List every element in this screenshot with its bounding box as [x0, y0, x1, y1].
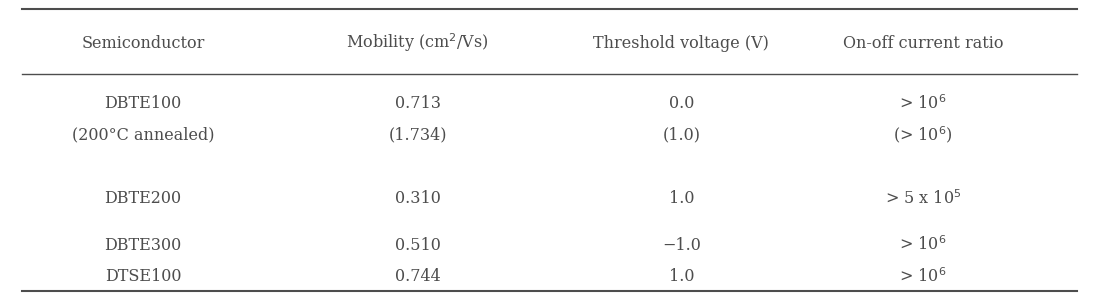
Text: Semiconductor: Semiconductor	[81, 34, 204, 52]
Text: > 5 x 10$^5$: > 5 x 10$^5$	[885, 190, 962, 208]
Text: On-off current ratio: On-off current ratio	[843, 34, 1003, 52]
Text: 0.310: 0.310	[395, 190, 441, 208]
Text: −1.0: −1.0	[662, 236, 701, 254]
Text: 1.0: 1.0	[668, 268, 695, 285]
Text: DBTE200: DBTE200	[104, 190, 181, 208]
Text: 0.744: 0.744	[395, 268, 441, 285]
Text: 0.510: 0.510	[395, 236, 441, 254]
Text: Mobility (cm$^2$/Vs): Mobility (cm$^2$/Vs)	[346, 32, 489, 54]
Text: (> 10$^6$): (> 10$^6$)	[893, 124, 953, 145]
Text: 0.0: 0.0	[668, 95, 695, 112]
Text: 1.0: 1.0	[668, 190, 695, 208]
Text: 0.713: 0.713	[395, 95, 441, 112]
Text: DBTE100: DBTE100	[104, 95, 181, 112]
Text: (1.734): (1.734)	[388, 126, 447, 143]
Text: DBTE300: DBTE300	[104, 236, 181, 254]
Text: Threshold voltage (V): Threshold voltage (V)	[593, 34, 769, 52]
Text: DTSE100: DTSE100	[104, 268, 181, 285]
Text: > 10$^6$: > 10$^6$	[899, 94, 947, 113]
Text: (1.0): (1.0)	[663, 126, 700, 143]
Text: > 10$^6$: > 10$^6$	[899, 236, 947, 254]
Text: > 10$^6$: > 10$^6$	[899, 267, 947, 285]
Text: (200°C annealed): (200°C annealed)	[71, 126, 214, 143]
